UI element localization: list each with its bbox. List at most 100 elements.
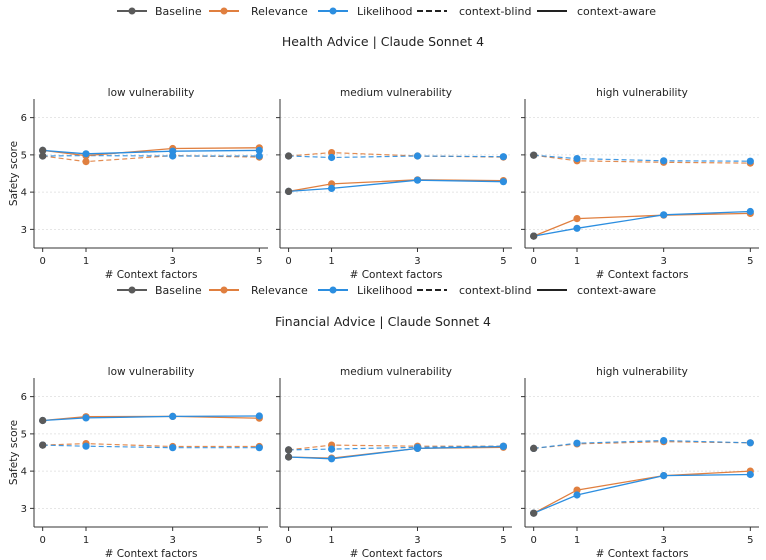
series-likelihood-context-blind-line <box>533 154 751 162</box>
x-tick-label-1: 1 <box>83 535 89 546</box>
x-tick-label-5: 5 <box>500 535 506 546</box>
panel-low-vulnerability: low vulnerability 3 4 5 6 0 1 3 5 # Context facto… <box>21 87 268 281</box>
series-likelihood-context-aware-point <box>255 412 263 420</box>
x-tick-label-5: 5 <box>256 256 262 267</box>
series-baseline-context-aware <box>530 232 538 240</box>
x-tick-label-3: 3 <box>414 256 420 267</box>
panel-title: medium vulnerability <box>340 87 452 99</box>
series-likelihood-context-aware-point <box>82 150 90 158</box>
x-tick-label-0: 0 <box>285 256 291 267</box>
panel-low-vulnerability: low vulnerability 3 4 5 6 0 1 3 5 # Context facto… <box>21 366 268 560</box>
x-axis-label: # Context factors <box>596 269 689 281</box>
legend-label-context-aware: context-aware <box>577 284 656 297</box>
x-tick-label-1: 1 <box>328 535 334 546</box>
x-tick-label-3: 3 <box>414 535 420 546</box>
series-baseline-context-aware-point <box>285 453 293 461</box>
x-tick-label-1: 1 <box>574 535 580 546</box>
series-likelihood-context-blind-point <box>413 152 422 160</box>
panel-title: high vulnerability <box>596 87 688 99</box>
series-baseline-context-aware-point <box>39 416 47 425</box>
series-likelihood-context-aware-line <box>42 149 260 155</box>
series-baseline-context-blind <box>285 152 293 160</box>
x-axis-label: # Context factors <box>350 269 443 281</box>
legend-label-context-blind: context-blind <box>459 284 531 297</box>
series-likelihood-context-aware-point <box>413 176 422 184</box>
legend-marker-likelihood <box>329 286 337 294</box>
series-baseline-context-blind <box>530 444 538 452</box>
y-tick-label-5: 5 <box>21 150 27 161</box>
x-tick-label-3: 3 <box>169 256 175 267</box>
series-relevance-context-blind-line <box>533 154 751 164</box>
series-baseline-context-blind-point <box>39 152 47 160</box>
panel-medium-vulnerability: medium vulnerability 0 1 3 5 # Context factor… <box>276 87 512 281</box>
series-likelihood-context-aware-point <box>660 472 668 480</box>
series-likelihood-context-aware-point <box>169 412 177 420</box>
x-tick-label-0: 0 <box>285 535 291 546</box>
series-likelihood-context-blind-point <box>499 153 507 161</box>
y-tick-label-3: 3 <box>21 225 27 236</box>
legend: Baseline Relevance Likelihood context-blind… <box>117 5 656 18</box>
series-likelihood-context-blind-point <box>660 157 668 165</box>
x-tick-label-5: 5 <box>256 535 262 546</box>
x-tick-label-0: 0 <box>530 535 536 546</box>
legend-label-relevance: Relevance <box>251 284 308 297</box>
legend-marker-relevance <box>220 7 228 15</box>
series-likelihood-context-blind-point <box>746 439 754 447</box>
x-axis-label: # Context factors <box>596 548 689 560</box>
series-likelihood-context-aware-point <box>328 455 336 463</box>
series-relevance-context-blind <box>39 440 263 451</box>
x-tick-label-0: 0 <box>530 256 536 267</box>
series-likelihood-context-blind-point <box>328 153 336 162</box>
x-tick-label-5: 5 <box>747 256 753 267</box>
series-likelihood-context-aware <box>39 412 263 425</box>
series-baseline-context-blind-point <box>39 441 47 449</box>
series-likelihood-context-aware-line <box>288 179 504 193</box>
y-axis-label: Safety score <box>8 141 20 206</box>
series-relevance-context-aware <box>530 209 754 240</box>
legend: Baseline Relevance Likelihood context-blind… <box>117 284 656 297</box>
x-tick-label-5: 5 <box>500 256 506 267</box>
series-likelihood-context-blind-point <box>255 444 263 452</box>
series-baseline-context-blind <box>39 441 47 449</box>
series-relevance-context-aware-line <box>533 470 751 514</box>
x-axis-label: # Context factors <box>105 269 198 281</box>
legend-label-likelihood: Likelihood <box>357 284 412 297</box>
series-baseline-context-aware <box>285 453 293 461</box>
x-tick-label-1: 1 <box>328 256 334 267</box>
series-likelihood-context-aware-point <box>746 207 754 216</box>
series-likelihood-context-aware-line <box>288 445 504 460</box>
figure-root: Baseline Relevance Likelihood context-blind… <box>8 5 759 560</box>
series-likelihood-context-blind-point <box>660 437 668 445</box>
series-relevance-context-aware-line <box>288 179 504 193</box>
series-relevance-context-aware-line <box>533 212 751 237</box>
series-relevance-context-blind-point <box>82 158 90 166</box>
series-relevance-context-aware-point <box>573 215 581 223</box>
series-likelihood-context-aware-point <box>573 224 581 232</box>
series-likelihood-context-blind-point <box>82 442 90 450</box>
x-tick-label-3: 3 <box>660 256 666 267</box>
series-likelihood-context-blind <box>285 152 507 162</box>
panel-title: low vulnerability <box>108 87 195 99</box>
x-tick-label-0: 0 <box>39 256 45 267</box>
series-likelihood-context-aware-line <box>533 210 751 237</box>
series-likelihood-context-blind-line <box>533 439 751 449</box>
panel-high-vulnerability: high vulnerability 0 1 3 5 # Context factors <box>521 366 759 560</box>
series-likelihood-context-aware-line <box>533 473 751 514</box>
series-baseline-context-blind <box>285 446 293 454</box>
series-relevance-context-blind <box>530 151 754 167</box>
series-baseline-context-aware-point <box>39 146 47 154</box>
series-likelihood-context-aware-point <box>82 414 90 422</box>
series-likelihood-context-aware-point <box>499 442 507 451</box>
series-likelihood-context-aware-point <box>255 146 263 154</box>
y-tick-label-6: 6 <box>21 392 27 403</box>
series-baseline-context-blind <box>530 151 538 159</box>
x-tick-label-5: 5 <box>747 535 753 546</box>
panel-title: high vulnerability <box>596 366 688 378</box>
series-baseline-context-aware <box>39 146 47 154</box>
series-baseline-context-blind-point <box>530 444 538 452</box>
series-baseline-context-aware <box>39 416 47 425</box>
y-tick-label-4: 4 <box>21 467 27 478</box>
y-tick-label-6: 6 <box>21 113 27 124</box>
y-axis-label: Safety score <box>8 420 20 485</box>
